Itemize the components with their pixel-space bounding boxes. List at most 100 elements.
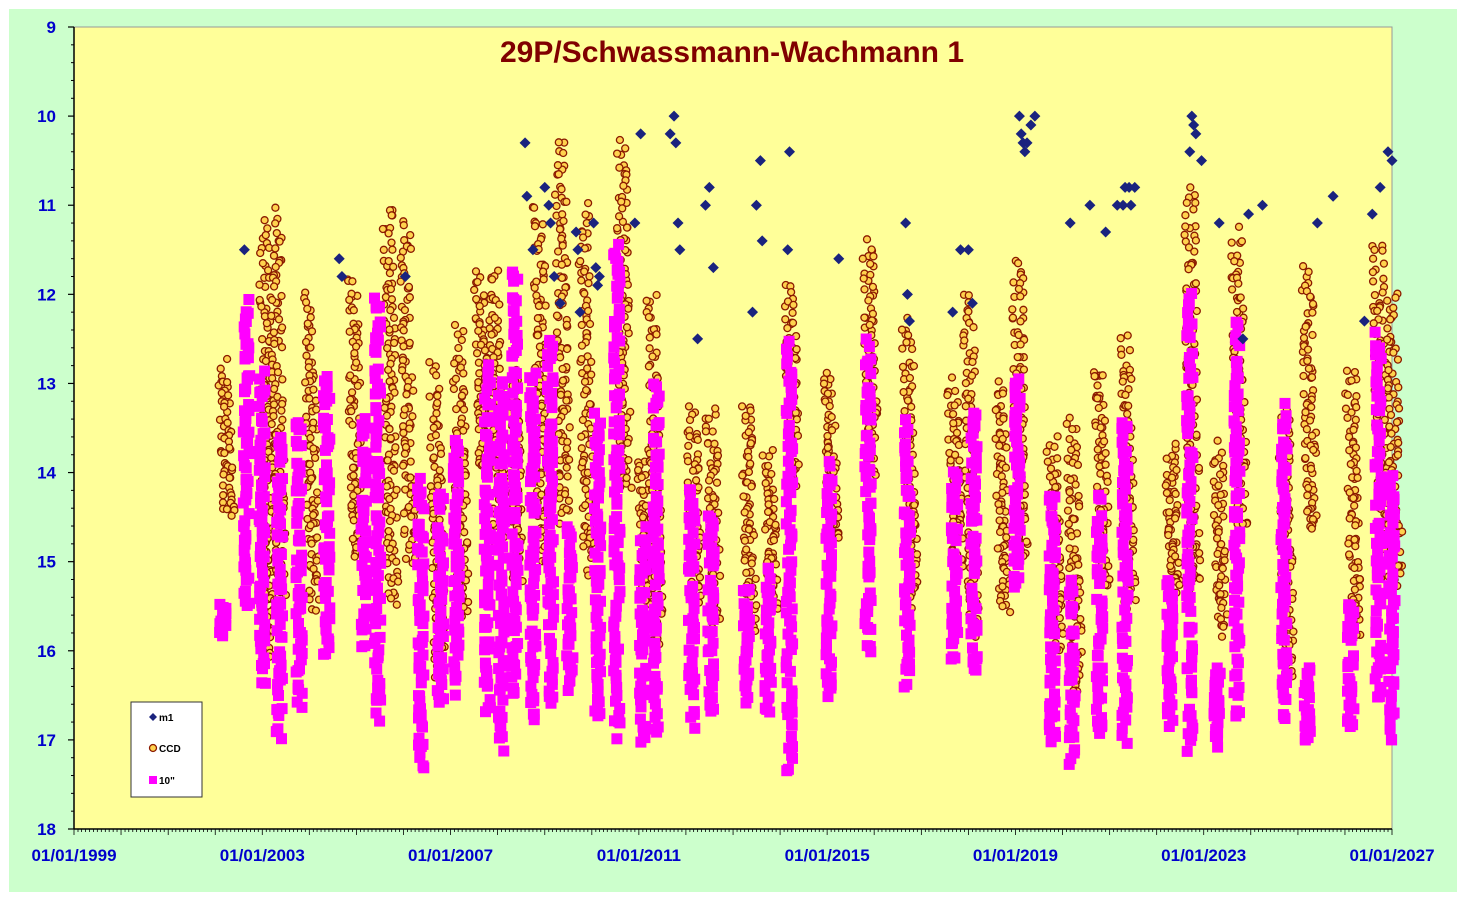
ccd-point bbox=[763, 461, 773, 471]
ccd-point bbox=[1123, 331, 1132, 340]
ccd-point bbox=[1066, 475, 1075, 484]
ccd-point bbox=[537, 490, 546, 499]
ccd-point bbox=[739, 492, 748, 501]
ccd-point bbox=[794, 460, 803, 469]
ccd-point bbox=[558, 241, 567, 250]
ccd-point bbox=[223, 418, 232, 427]
ccd-point bbox=[223, 391, 233, 400]
ccd-point bbox=[1125, 346, 1135, 355]
ccd-point bbox=[269, 400, 279, 409]
ccd-point bbox=[428, 563, 437, 573]
ccd-point bbox=[1065, 487, 1074, 497]
ten-inch-point bbox=[510, 493, 521, 504]
ccd-point bbox=[1186, 183, 1195, 192]
ccd-point bbox=[769, 536, 779, 545]
ten-inch-point bbox=[417, 649, 429, 661]
ten-inch-point bbox=[497, 492, 509, 504]
ccd-point bbox=[1351, 542, 1360, 551]
ccd-point bbox=[1100, 416, 1110, 425]
ten-inch-point bbox=[527, 641, 539, 653]
ccd-point bbox=[560, 489, 570, 499]
ccd-point bbox=[257, 302, 266, 311]
ccd-point bbox=[384, 229, 393, 238]
ten-inch-point bbox=[589, 407, 600, 419]
ten-inch-point bbox=[525, 411, 537, 423]
ccd-point bbox=[218, 491, 228, 500]
ccd-point bbox=[1299, 371, 1308, 381]
ccd-point bbox=[1121, 390, 1130, 400]
ccd-point bbox=[1308, 330, 1317, 340]
ccd-point bbox=[404, 282, 414, 292]
ccd-point bbox=[644, 312, 654, 322]
ccd-point bbox=[645, 333, 654, 342]
ccd-point bbox=[277, 399, 287, 409]
ccd-point bbox=[349, 471, 358, 480]
ten-inch-point bbox=[372, 592, 384, 604]
ten-inch-point bbox=[544, 536, 555, 548]
ccd-point bbox=[1216, 490, 1225, 499]
ccd-point bbox=[585, 272, 594, 281]
ccd-point bbox=[994, 499, 1003, 509]
ccd-point bbox=[1234, 222, 1244, 231]
ccd-point bbox=[558, 364, 567, 374]
ccd-point bbox=[385, 494, 394, 504]
ccd-point bbox=[1076, 614, 1085, 624]
ccd-point bbox=[405, 338, 414, 348]
ccd-point bbox=[1230, 257, 1239, 266]
ccd-point bbox=[964, 291, 973, 300]
ten-inch-point bbox=[481, 680, 493, 692]
ccd-point bbox=[1383, 296, 1392, 305]
ccd-point bbox=[1309, 445, 1318, 455]
ten-inch-point bbox=[494, 720, 506, 732]
ccd-point bbox=[553, 247, 563, 256]
ten-inch-point bbox=[482, 579, 494, 590]
ccd-point bbox=[309, 564, 318, 573]
ten-inch-point bbox=[452, 488, 464, 500]
ccd-point bbox=[577, 444, 586, 453]
ccd-point bbox=[998, 434, 1007, 444]
ten-inch-point bbox=[433, 668, 445, 680]
ccd-point bbox=[898, 344, 907, 353]
ccd-point bbox=[347, 501, 356, 510]
ten-inch-point bbox=[436, 652, 448, 664]
ccd-point bbox=[1092, 482, 1102, 492]
ccd-point bbox=[1002, 443, 1011, 452]
ccd-point bbox=[912, 550, 922, 559]
ten-inch-point bbox=[653, 573, 665, 585]
ccd-point bbox=[1170, 552, 1180, 561]
ccd-point bbox=[301, 298, 311, 307]
ccd-point bbox=[1182, 198, 1191, 207]
ten-inch-point bbox=[449, 674, 461, 686]
ccd-point bbox=[615, 135, 625, 145]
ccd-point bbox=[1386, 315, 1395, 324]
ccd-point bbox=[586, 424, 595, 433]
ten-inch-point bbox=[609, 715, 620, 727]
ccd-point bbox=[271, 244, 280, 253]
ccd-point bbox=[345, 327, 354, 336]
ccd-point bbox=[562, 505, 571, 514]
ten-inch-point bbox=[591, 439, 603, 451]
ten-inch-point bbox=[613, 643, 624, 655]
ccd-point bbox=[578, 233, 588, 242]
ccd-point bbox=[385, 268, 395, 278]
ccd-point bbox=[1394, 383, 1403, 392]
ten-inch-point bbox=[526, 592, 538, 604]
ten-inch-point bbox=[275, 518, 286, 530]
ccd-point bbox=[261, 230, 270, 240]
ten-inch-point bbox=[591, 582, 603, 594]
ccd-point bbox=[995, 527, 1005, 537]
ten-inch-point bbox=[684, 518, 696, 530]
ccd-point bbox=[644, 362, 654, 371]
ccd-point bbox=[1181, 222, 1190, 231]
ccd-point bbox=[225, 473, 234, 482]
ccd-point bbox=[538, 220, 547, 229]
ccd-point bbox=[348, 277, 357, 286]
ccd-point bbox=[864, 296, 873, 305]
ten-inch-point bbox=[512, 273, 524, 285]
ten-inch-point bbox=[318, 648, 330, 660]
ccd-point bbox=[449, 384, 459, 394]
ccd-point bbox=[763, 507, 773, 517]
ten-inch-point bbox=[608, 620, 620, 632]
ccd-point bbox=[1350, 563, 1359, 573]
ccd-point bbox=[1308, 308, 1317, 317]
